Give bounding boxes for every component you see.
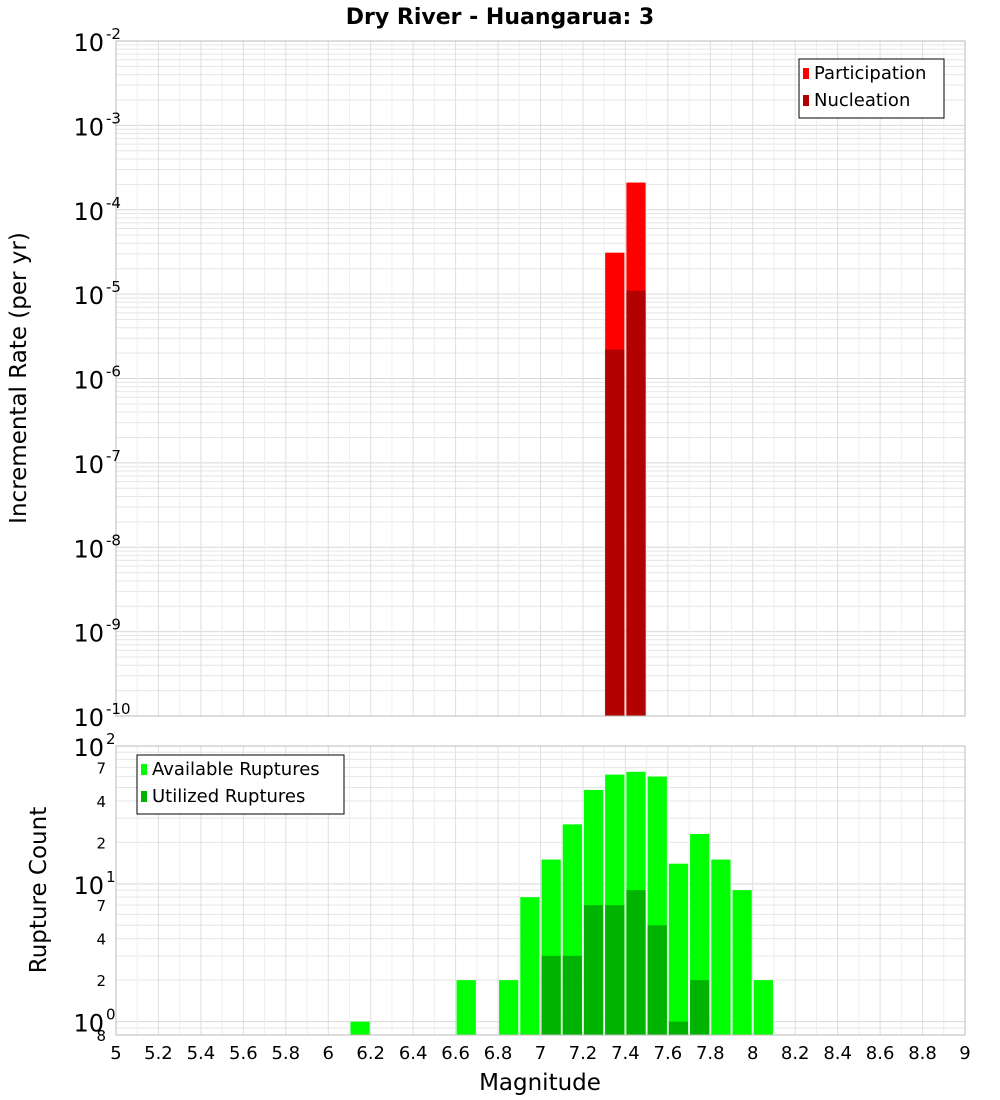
y-tick-label: 10 — [73, 734, 104, 762]
x-tick-label: 8.4 — [823, 1043, 852, 1064]
x-tick-label: 6.8 — [484, 1043, 513, 1064]
y-tick-label: 10 — [73, 535, 104, 563]
legend-label-participation: Participation — [814, 63, 926, 84]
x-tick-label: 5.8 — [271, 1043, 300, 1064]
count-bar-utilized-ruptures — [541, 955, 561, 1035]
legends: Participation Nucleation Available Rupture… — [136, 58, 945, 815]
y-tick-exponent: 2 — [106, 730, 116, 748]
legend-label-available-ruptures: Available Ruptures — [152, 759, 320, 780]
count-bar-utilized-ruptures — [605, 905, 625, 1035]
count-bar-utilized-ruptures — [647, 925, 667, 1035]
x-tick-label: 7 — [535, 1043, 546, 1064]
y-tick-label: 10 — [73, 282, 104, 310]
x-tick-label: 6.6 — [441, 1043, 470, 1064]
y-tick-label: 10 — [73, 29, 104, 57]
legend-label-utilized-ruptures: Utilized Ruptures — [152, 786, 305, 807]
y-tick-exponent: -5 — [106, 278, 121, 296]
legend-label-nucleation: Nucleation — [814, 90, 910, 111]
count-bar-available-ruptures — [456, 980, 476, 1035]
x-tick-label: 5.6 — [229, 1043, 258, 1064]
y-tick-exponent: -10 — [106, 700, 131, 718]
y-tick-exponent: -6 — [106, 363, 121, 381]
y-tick-label: 10 — [73, 1010, 104, 1038]
legend-swatch-available-ruptures — [141, 764, 147, 775]
y-tick-label: 10 — [73, 451, 104, 479]
top-plot-frame — [115, 40, 966, 717]
top-y-axis-title: Incremental Rate (per yr) — [6, 232, 32, 524]
bars-layer — [350, 182, 773, 1035]
grid-layer — [115, 40, 966, 1036]
x-tick-label: 8.6 — [866, 1043, 895, 1064]
y-minor-tick-label: 8 — [96, 1027, 106, 1045]
legend-swatch-nucleation — [803, 95, 809, 106]
y-minor-tick-label: 7 — [96, 759, 106, 777]
count-bar-utilized-ruptures — [668, 1021, 689, 1035]
count-bar-available-ruptures — [753, 980, 773, 1035]
x-tick-label: 6.2 — [356, 1043, 385, 1064]
bottom-plot-frame — [115, 745, 966, 1036]
y-tick-exponent: -3 — [106, 109, 121, 127]
legend-swatch-participation — [803, 68, 809, 79]
count-bar-available-ruptures — [350, 1021, 370, 1035]
x-tick-label: 7.6 — [654, 1043, 683, 1064]
x-tick-label: 8.8 — [908, 1043, 937, 1064]
y-tick-exponent: -2 — [106, 25, 121, 43]
y-minor-tick-label: 4 — [96, 793, 106, 811]
y-tick-label: 10 — [73, 704, 104, 732]
x-tick-label: 5.4 — [187, 1043, 216, 1064]
count-bar-available-ruptures — [520, 897, 540, 1035]
y-minor-tick-label: 4 — [96, 931, 106, 949]
count-bar-available-ruptures — [499, 980, 519, 1035]
y-tick-exponent: -4 — [106, 194, 121, 212]
rate-bar-nucleation — [626, 290, 646, 716]
y-tick-label: 10 — [73, 198, 104, 226]
y-tick-exponent: -9 — [106, 616, 121, 634]
x-tick-label: 6 — [323, 1043, 334, 1064]
rate-legend-box — [798, 58, 945, 119]
y-tick-exponent: 1 — [106, 868, 116, 886]
y-tick-exponent: -7 — [106, 447, 121, 465]
y-tick-label: 10 — [73, 620, 104, 648]
x-axis-title: Magnitude — [479, 1070, 601, 1096]
count-bar-available-ruptures — [732, 890, 752, 1035]
x-tick-label: 5 — [110, 1043, 121, 1064]
y-tick-label: 10 — [73, 113, 104, 141]
y-tick-exponent: 0 — [106, 1006, 116, 1024]
x-tick-label: 6.4 — [399, 1043, 428, 1064]
legend-swatch-utilized-ruptures — [141, 791, 147, 802]
bottom-y-axis-title: Rupture Count — [26, 807, 52, 973]
count-bar-utilized-ruptures — [583, 905, 604, 1035]
chart-title: Dry River - Huangarua: 3 — [346, 5, 654, 30]
count-legend-box — [136, 754, 345, 815]
x-tick-label: 7.8 — [696, 1043, 725, 1064]
x-tick-label: 8 — [747, 1043, 758, 1064]
x-tick-label: 9 — [959, 1043, 970, 1064]
y-tick-label: 10 — [73, 367, 104, 395]
x-tick-label: 5.2 — [144, 1043, 173, 1064]
count-bar-available-ruptures — [668, 863, 689, 1035]
count-bar-available-ruptures — [711, 859, 731, 1035]
rate-bar-nucleation — [605, 349, 625, 716]
y-tick-label: 10 — [73, 872, 104, 900]
plot-frames — [115, 40, 966, 1036]
y-minor-tick-label: 7 — [96, 897, 106, 915]
count-bar-utilized-ruptures — [562, 955, 582, 1035]
x-tick-label: 7.2 — [569, 1043, 598, 1064]
y-tick-exponent: -8 — [106, 531, 121, 549]
y-minor-tick-label: 2 — [96, 972, 106, 990]
y-minor-tick-label: 2 — [96, 834, 106, 852]
x-tick-label: 8.2 — [781, 1043, 810, 1064]
count-bar-utilized-ruptures — [626, 890, 646, 1035]
count-bar-utilized-ruptures — [690, 980, 710, 1035]
x-tick-label: 7.4 — [611, 1043, 640, 1064]
